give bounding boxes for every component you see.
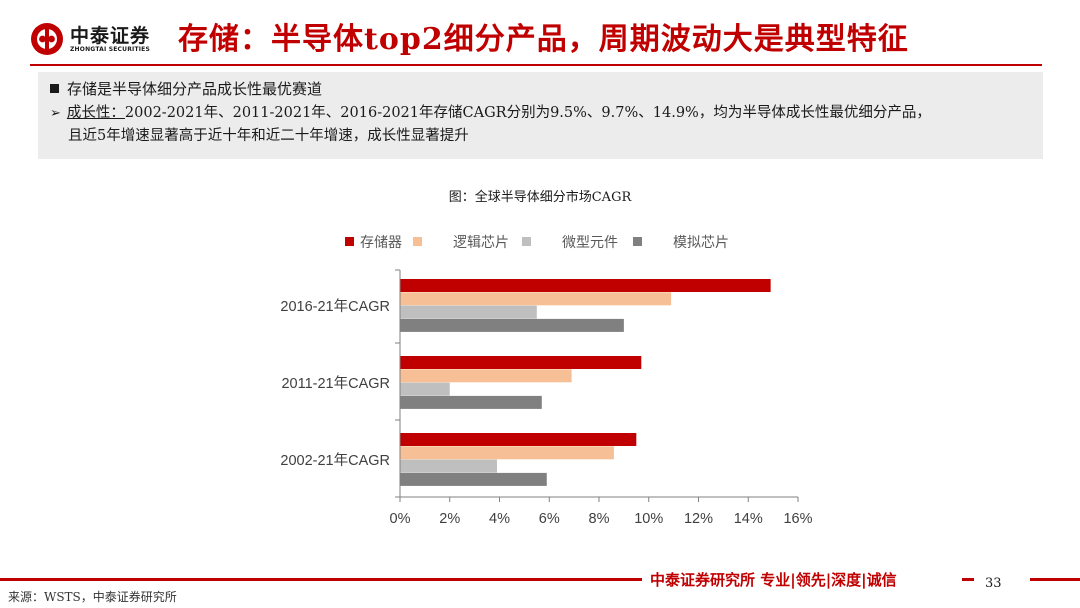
x-tick-label: 8% [589,511,610,527]
category-label: 2011-21年CAGR [281,375,390,392]
category-label: 2016-21年CAGR [280,298,390,315]
footer-rule-mid [962,578,974,581]
chart-caption: 图：全球半导体细分市场CAGR [448,190,632,205]
bar [400,318,624,332]
source-note: 来源：WSTS，中泰证券研究所 [8,590,177,604]
x-tick-label: 10% [634,511,663,527]
legend-swatch [522,237,531,246]
footer-rule-left [0,578,642,581]
footer-slogan: 中泰证券研究所 专业|领先|深度|诚信 [650,571,897,589]
x-tick-label: 4% [489,511,510,527]
x-tick-label: 12% [684,511,713,527]
cagr-bar-chart: 存储器 逻辑芯片 微型元件 模拟芯片 2016-21年CAGR 2011-21年CAGR 2… [280,235,812,527]
bar [400,433,637,446]
summary-box: 存储是半导体细分产品成长性最优赛道 ➢ 成长性：2002-2021年、2011-2… [38,72,1043,159]
legend-label: 模拟芯片 [673,235,729,251]
x-tick-label: 6% [539,511,560,527]
bar [400,369,572,383]
legend-swatch [345,237,354,246]
bar [400,279,771,292]
square-bullet-icon [50,83,59,93]
footer-rule-right [1030,578,1080,581]
title-divider [30,64,1042,66]
legend-swatch [413,237,422,246]
brand-logo-icon [31,23,63,55]
summary-heading: 存储是半导体细分产品成长性最优赛道 [67,80,323,98]
x-tick-label: 2% [439,511,460,527]
summary-point: ➢ 成长性：2002-2021年、2011-2021年、2016-2021年存储C… [50,103,1040,124]
summary-point-label: 成长性： [66,105,125,121]
bar [400,356,642,369]
legend-label: 逻辑芯片 [453,235,509,251]
x-tick-label: 16% [783,511,812,527]
x-tick-label: 0% [390,511,411,527]
brand-name-en: ZHONGTAI SECURITIES [70,46,150,53]
bar [400,395,542,409]
page-title: 存储：半导体top2细分产品，周期波动大是典型特征 [178,22,909,57]
legend-label: 存储器 [360,235,402,251]
bar [400,292,672,306]
bar [400,446,614,460]
x-tick-label: 14% [734,511,763,527]
legend-label: 微型元件 [562,235,618,251]
arrow-bullet-icon: ➢ [50,106,61,121]
brand-logo: 中泰证券 ZHONGTAI SECURITIES [30,18,180,62]
bar [400,472,547,486]
bar [400,305,537,319]
brand-name-cn: 中泰证券 [70,25,151,47]
summary-point-text: 2002-2021年、2011-2021年、2016-2021年存储CAGR分别… [124,105,931,121]
summary-point-continued: 且近5年增速显著高于近十年和近二十年增速，成长性显著提升 [68,128,469,144]
summary-heading-row: 存储是半导体细分产品成长性最优赛道 [50,78,322,99]
page-number: 33 [985,576,1002,591]
category-label: 2002-21年CAGR [280,452,390,469]
bar [400,459,498,473]
bar [400,382,450,396]
legend-swatch [633,237,642,246]
